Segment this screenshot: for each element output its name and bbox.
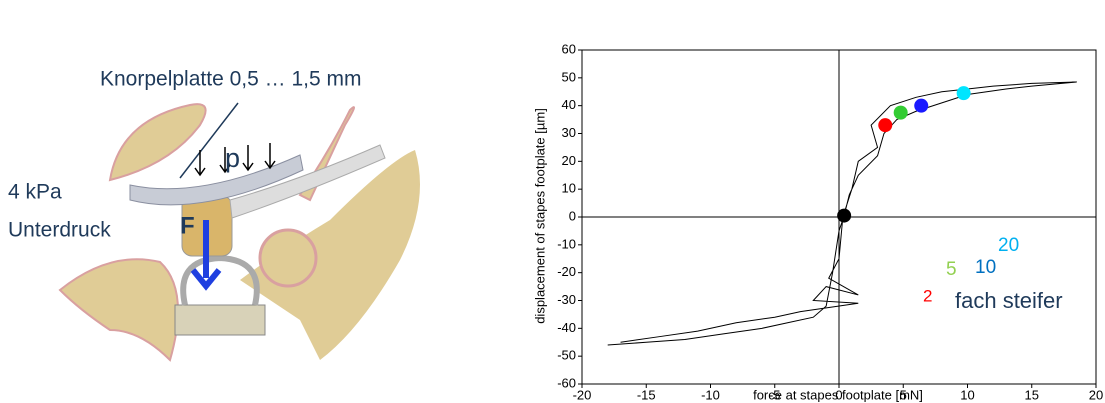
y-tick-label: -30 bbox=[557, 292, 576, 307]
cartilage-plate bbox=[129, 154, 304, 206]
y-tick-label: 10 bbox=[562, 181, 576, 196]
y-tick-label: 30 bbox=[562, 125, 576, 140]
annotation: 10 bbox=[975, 257, 996, 278]
point bbox=[914, 98, 929, 113]
annotation: 20 bbox=[998, 235, 1019, 256]
y-tick-label: 40 bbox=[562, 97, 576, 112]
pressure-value: 4 kPa bbox=[8, 181, 62, 204]
x-tick-label: 20 bbox=[1089, 387, 1103, 402]
point bbox=[893, 105, 908, 120]
annotation: fach steifer bbox=[955, 288, 1063, 313]
x-tick-label: -5 bbox=[769, 387, 781, 402]
point bbox=[878, 118, 893, 133]
tendon bbox=[229, 144, 386, 219]
bone bbox=[58, 258, 179, 362]
bone bbox=[240, 150, 420, 360]
diagram: Knorpelplatte 0,5 … 1,5 mm p 4 kPa Unter… bbox=[8, 68, 420, 362]
x-tick-label: -10 bbox=[701, 387, 720, 402]
y-axis-label: displacement of stapes footplate [µm] bbox=[532, 108, 547, 324]
bone bbox=[108, 103, 207, 182]
chart: force at stapes footplate [mN] displacem… bbox=[532, 41, 1103, 402]
pressure-symbol: p bbox=[225, 143, 240, 173]
pressure-label: Unterdruck bbox=[8, 219, 111, 242]
pressure-arrows bbox=[194, 143, 276, 177]
y-tick-label: 60 bbox=[562, 41, 576, 56]
y-tick-label: 0 bbox=[569, 208, 576, 223]
curve bbox=[607, 81, 1077, 346]
force-symbol: F bbox=[180, 212, 195, 239]
x-tick-label: -20 bbox=[573, 387, 592, 402]
y-tick-label: -10 bbox=[557, 236, 576, 251]
x-tick-label: 5 bbox=[900, 387, 907, 402]
x-tick-label: 15 bbox=[1025, 387, 1039, 402]
y-tick-label: -50 bbox=[557, 348, 576, 363]
y-tick-label: 20 bbox=[562, 153, 576, 168]
point bbox=[956, 86, 971, 101]
x-tick-label: 0 bbox=[835, 387, 842, 402]
y-tick-label: 50 bbox=[562, 69, 576, 84]
stapes bbox=[180, 254, 260, 306]
bone bbox=[258, 228, 318, 288]
y-tick-label: -60 bbox=[557, 375, 576, 390]
annotation: 5 bbox=[946, 259, 957, 280]
annotation: 2 bbox=[923, 286, 932, 305]
force-arrowhead bbox=[190, 268, 222, 291]
footplate bbox=[174, 304, 266, 336]
plate-label: Knorpelplatte 0,5 … 1,5 mm bbox=[100, 68, 361, 91]
pointer-arrow bbox=[179, 102, 239, 179]
y-tick-label: -40 bbox=[557, 320, 576, 335]
x-tick-label: -15 bbox=[637, 387, 656, 402]
point bbox=[837, 208, 852, 223]
y-tick-label: -20 bbox=[557, 264, 576, 279]
x-tick-label: 10 bbox=[960, 387, 974, 402]
x-axis-label: force at stapes footplate [mN] bbox=[753, 387, 923, 402]
